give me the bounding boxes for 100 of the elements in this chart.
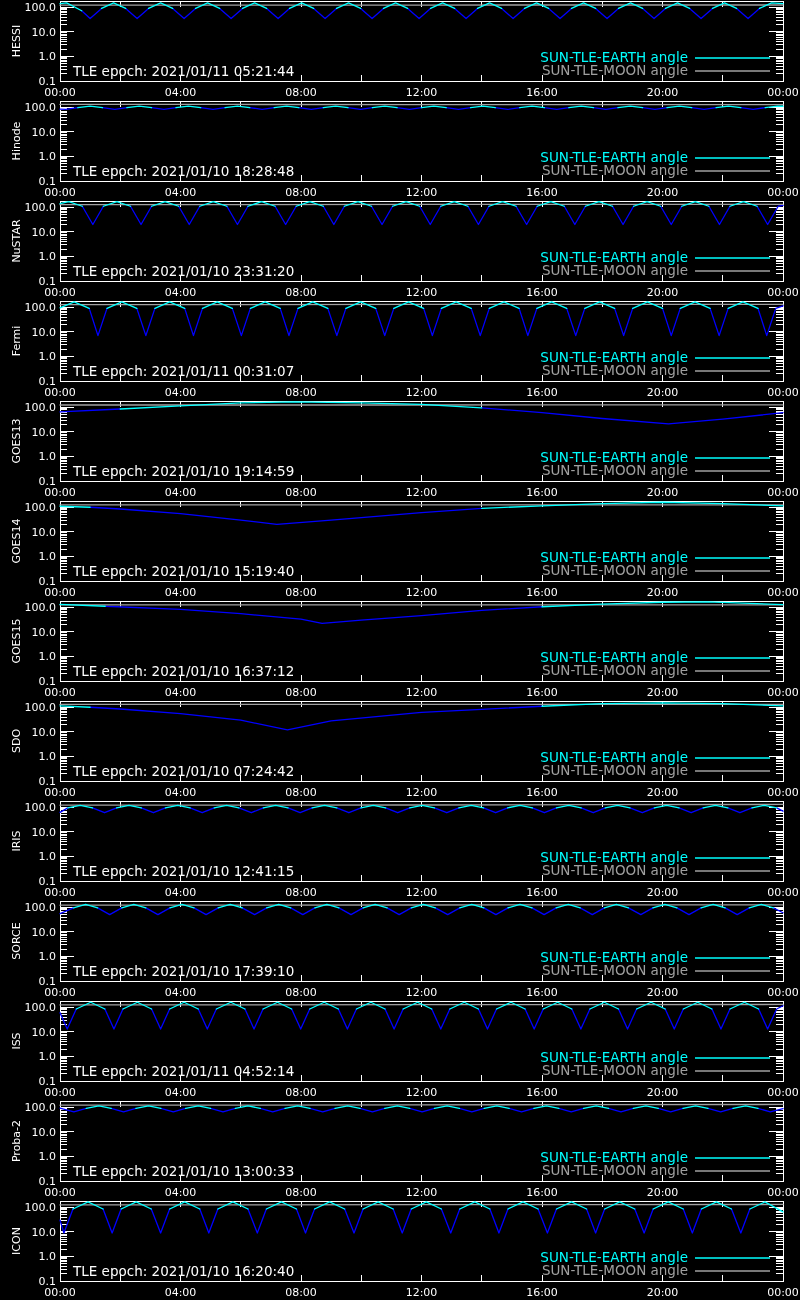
y-axis-title: GOES14 <box>9 518 23 564</box>
y-axis-title: Proba-2 <box>9 1119 23 1163</box>
x-tick-label: 08:00 <box>285 85 317 99</box>
x-tick-label: 16:00 <box>526 185 558 199</box>
y-tick-label: 10.0 <box>31 825 56 839</box>
x-tick-label: 16:00 <box>526 485 558 499</box>
x-tick-label: 16:00 <box>526 985 558 999</box>
x-tick-label: 00:00 <box>44 1085 76 1099</box>
x-tick-label: 20:00 <box>646 1185 679 1199</box>
x-tick-label: 12:00 <box>405 985 438 999</box>
y-tick-label: 100.0 <box>24 0 56 14</box>
x-tick-label: 00:00 <box>767 185 799 199</box>
y-tick-label: 0.1 <box>38 474 56 488</box>
y-tick-label: 0.1 <box>38 1174 56 1188</box>
y-tick-label: 100.0 <box>24 800 56 814</box>
annotation: TLE epoch: 2021/01/10 12:41:15 <box>72 863 295 879</box>
x-tick-label: 08:00 <box>285 185 317 199</box>
x-tick-label: 00:00 <box>767 1185 799 1199</box>
text: SUN-TLE-EARTH angle <box>540 749 688 765</box>
y-tick-label: 100.0 <box>24 1000 56 1014</box>
x-tick-label: 04:00 <box>164 885 197 899</box>
x-tick-label: 08:00 <box>285 1085 317 1099</box>
y-tick-label: 0.1 <box>38 1274 56 1288</box>
y-axis-title: GOES13 <box>9 418 23 464</box>
x-tick-label: 20:00 <box>646 85 679 99</box>
y-tick-label: 0.1 <box>38 574 56 588</box>
y-tick-label: 0.1 <box>38 174 56 188</box>
x-tick-label: 00:00 <box>44 985 76 999</box>
y-tick-label: 1.0 <box>38 849 56 863</box>
y-axis-title: ISS <box>9 1032 23 1050</box>
x-tick-label: 20:00 <box>646 485 679 499</box>
x-tick-label: 08:00 <box>285 385 317 399</box>
x-tick-label: 00:00 <box>44 185 76 199</box>
x-tick-label: 00:00 <box>44 385 76 399</box>
x-tick-label: 08:00 <box>285 485 317 499</box>
y-axis-title: SORCE <box>9 922 23 960</box>
x-tick-label: 04:00 <box>164 1185 197 1199</box>
y-tick-label: 1.0 <box>38 1049 56 1063</box>
x-tick-label: 00:00 <box>44 85 76 99</box>
y-tick-label: 1.0 <box>38 749 56 763</box>
x-tick-label: 20:00 <box>646 1085 679 1099</box>
x-tick-label: 04:00 <box>164 585 197 599</box>
x-tick-label: 20:00 <box>646 985 679 999</box>
text: SUN-TLE-EARTH angle <box>540 149 688 165</box>
y-tick-label: 0.1 <box>38 774 56 788</box>
line-series <box>104 605 543 625</box>
y-axis-title: GOES15 <box>9 618 23 664</box>
text: SUN-TLE-EARTH angle <box>540 49 688 65</box>
x-tick-label: 12:00 <box>405 585 438 599</box>
y-tick-label: 10.0 <box>31 525 56 539</box>
x-tick-label: 20:00 <box>646 785 679 799</box>
y-tick-label: 10.0 <box>31 1125 56 1139</box>
text: SUN-TLE-EARTH angle <box>540 1249 688 1265</box>
x-tick-label: 00:00 <box>767 785 799 799</box>
y-axis-title: IRIS <box>9 830 23 852</box>
line-series <box>89 506 483 526</box>
annotation: TLE epoch: 2021/01/10 15:19:40 <box>72 563 295 579</box>
annotation: TLE epoch: 2021/01/10 18:28:48 <box>72 163 295 179</box>
x-tick-label: 04:00 <box>164 485 197 499</box>
x-tick-label: 00:00 <box>44 885 76 899</box>
x-tick-label: 08:00 <box>285 285 317 299</box>
y-tick-label: 0.1 <box>38 674 56 688</box>
y-tick-label: 1.0 <box>38 449 56 463</box>
x-tick-label: 20:00 <box>646 885 679 899</box>
annotation: TLE epoch: 2021/01/10 13:00:33 <box>72 1163 295 1179</box>
y-tick-label: 10.0 <box>31 725 56 739</box>
x-tick-label: 00:00 <box>44 785 76 799</box>
y-tick-label: 10.0 <box>31 925 56 939</box>
x-tick-label: 08:00 <box>285 685 317 699</box>
x-tick-label: 12:00 <box>405 1285 438 1299</box>
x-tick-label: 08:00 <box>285 1285 317 1299</box>
x-tick-label: 04:00 <box>164 1285 197 1299</box>
text: SUN-TLE-EARTH angle <box>540 649 688 665</box>
x-tick-label: 00:00 <box>44 1185 76 1199</box>
y-tick-label: 100.0 <box>24 400 56 414</box>
y-tick-label: 1.0 <box>38 149 56 163</box>
x-tick-label: 04:00 <box>164 685 197 699</box>
annotation: TLE epoch: 2021/01/10 17:39:10 <box>72 963 295 979</box>
x-tick-label: 00:00 <box>767 685 799 699</box>
x-tick-label: 08:00 <box>285 885 317 899</box>
y-tick-label: 0.1 <box>38 974 56 988</box>
text: SUN-TLE-EARTH angle <box>540 1049 688 1065</box>
y-tick-label: 100.0 <box>24 700 56 714</box>
y-tick-label: 100.0 <box>24 900 56 914</box>
line-series <box>119 401 483 410</box>
x-tick-label: 20:00 <box>646 1285 679 1299</box>
y-tick-label: 1.0 <box>38 49 56 63</box>
text: SUN-TLE-EARTH angle <box>540 349 688 365</box>
x-tick-label: 16:00 <box>526 685 558 699</box>
y-axis-title: Fermi <box>9 325 23 357</box>
x-tick-label: 00:00 <box>767 85 799 99</box>
x-tick-label: 00:00 <box>44 1285 76 1299</box>
x-tick-label: 12:00 <box>405 1085 438 1099</box>
x-tick-label: 08:00 <box>285 585 317 599</box>
y-tick-label: 100.0 <box>24 500 56 514</box>
annotation: TLE epoch: 2021/01/11 00:31:07 <box>72 363 295 379</box>
text: SUN-TLE-EARTH angle <box>540 949 688 965</box>
y-axis-title: NuSTAR <box>9 219 23 263</box>
y-tick-label: 1.0 <box>38 549 56 563</box>
y-tick-label: 0.1 <box>38 874 56 888</box>
